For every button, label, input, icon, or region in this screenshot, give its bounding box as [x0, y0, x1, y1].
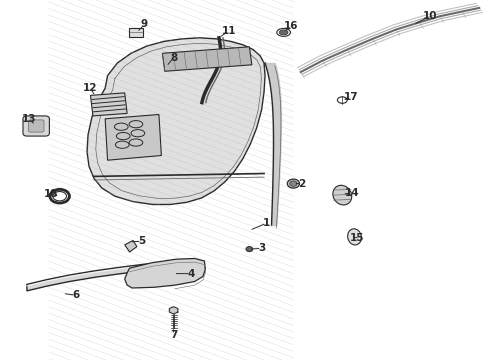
Polygon shape [124, 240, 137, 252]
Text: 6: 6 [72, 290, 79, 300]
Text: 17: 17 [343, 92, 358, 102]
Text: 16: 16 [283, 21, 298, 31]
Ellipse shape [332, 185, 351, 205]
Text: 7: 7 [169, 330, 177, 340]
FancyBboxPatch shape [23, 116, 49, 136]
Text: 3: 3 [258, 243, 264, 253]
Text: 14: 14 [344, 188, 359, 198]
Ellipse shape [289, 181, 297, 186]
Polygon shape [90, 93, 127, 116]
Polygon shape [124, 258, 205, 288]
Text: 8: 8 [170, 53, 177, 63]
FancyBboxPatch shape [28, 120, 44, 132]
Ellipse shape [245, 247, 252, 252]
Text: 1: 1 [263, 218, 269, 228]
Text: 9: 9 [141, 19, 147, 30]
FancyBboxPatch shape [128, 28, 143, 37]
Polygon shape [162, 47, 251, 71]
Ellipse shape [279, 30, 287, 35]
Text: 11: 11 [221, 26, 236, 36]
Text: 2: 2 [298, 179, 305, 189]
Text: 15: 15 [349, 233, 364, 243]
Text: 13: 13 [22, 114, 37, 124]
Ellipse shape [53, 192, 66, 201]
Polygon shape [105, 114, 161, 160]
Ellipse shape [347, 229, 361, 245]
Polygon shape [169, 307, 178, 314]
Polygon shape [87, 38, 264, 204]
Text: 5: 5 [138, 236, 145, 246]
Text: 10: 10 [422, 11, 437, 21]
Text: 4: 4 [186, 269, 194, 279]
Polygon shape [27, 263, 189, 291]
Text: 18: 18 [44, 189, 59, 199]
Text: 12: 12 [83, 83, 98, 93]
Ellipse shape [287, 179, 299, 188]
